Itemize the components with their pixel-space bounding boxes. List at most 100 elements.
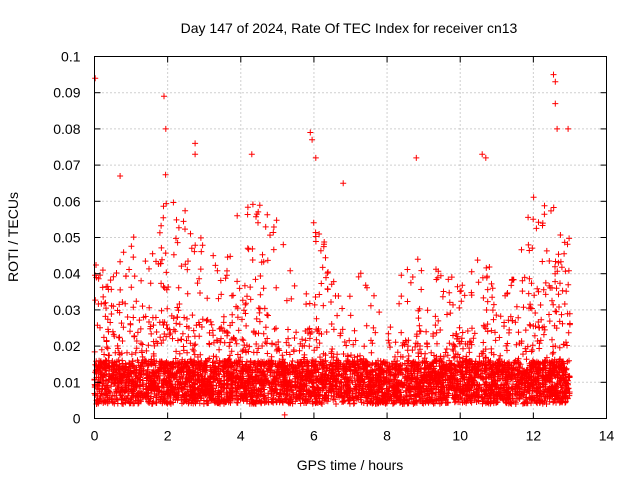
- data-point: [106, 360, 113, 367]
- data-point: [376, 309, 383, 316]
- data-point: [392, 353, 398, 360]
- data-point: [385, 387, 392, 394]
- data-point: [151, 342, 158, 349]
- data-point: [309, 383, 316, 390]
- data-point: [234, 386, 241, 393]
- data-point: [175, 307, 182, 314]
- data-point: [554, 390, 561, 396]
- data-point: [508, 282, 515, 289]
- data-point: [418, 267, 425, 274]
- data-point: [264, 350, 271, 357]
- data-point: [437, 272, 444, 279]
- data-point: [544, 393, 551, 400]
- data-point: [126, 399, 133, 406]
- data-point: [550, 204, 557, 211]
- data-point: [483, 354, 489, 361]
- data-point: [350, 341, 357, 348]
- data-point: [304, 387, 311, 394]
- data-point: [377, 366, 384, 373]
- data-point: [311, 347, 318, 354]
- data-point: [108, 311, 115, 317]
- data-point: [399, 354, 406, 360]
- data-point: [164, 384, 171, 391]
- data-point: [446, 340, 453, 347]
- data-point: [143, 383, 150, 390]
- data-point: [191, 351, 198, 358]
- data-point: [306, 391, 313, 398]
- data-point: [137, 398, 144, 405]
- data-point: [314, 376, 321, 383]
- data-point: [218, 291, 225, 298]
- data-point: [359, 376, 366, 383]
- data-point: [158, 222, 165, 229]
- data-point: [270, 229, 277, 236]
- data-point: [339, 305, 346, 312]
- data-point: [558, 311, 565, 318]
- data-point: [101, 351, 108, 358]
- data-point: [250, 349, 257, 356]
- data-point: [407, 392, 414, 399]
- data-point: [124, 372, 130, 379]
- data-point: [319, 264, 326, 271]
- data-point: [527, 301, 534, 308]
- data-point: [358, 369, 365, 376]
- data-point: [475, 385, 482, 392]
- data-point: [184, 315, 190, 322]
- data-point: [182, 207, 189, 214]
- data-point: [199, 242, 206, 249]
- data-point: [420, 382, 427, 389]
- data-point: [449, 383, 456, 390]
- data-point: [408, 395, 415, 402]
- data-point: [174, 384, 181, 391]
- data-point: [188, 391, 195, 398]
- data-point: [245, 348, 252, 355]
- data-point: [535, 380, 542, 387]
- data-point: [560, 365, 567, 372]
- data-point: [162, 250, 169, 257]
- data-point: [341, 339, 348, 345]
- data-point: [489, 285, 496, 292]
- data-point: [190, 347, 197, 354]
- data-point: [387, 376, 394, 383]
- data-point: [299, 363, 306, 370]
- data-point: [253, 394, 259, 401]
- data-point: [262, 223, 269, 230]
- data-point: [239, 336, 246, 343]
- data-point: [198, 395, 205, 402]
- data-point: [173, 320, 180, 327]
- data-point: [566, 321, 573, 328]
- data-point: [435, 396, 442, 403]
- data-point: [481, 368, 488, 375]
- data-point: [539, 380, 546, 387]
- data-point: [328, 369, 335, 376]
- data-point: [564, 342, 570, 349]
- data-point: [233, 340, 240, 347]
- data-point: [163, 269, 170, 276]
- data-point: [561, 341, 567, 348]
- data-point: [335, 293, 342, 299]
- data-point: [521, 389, 528, 396]
- data-point: [358, 394, 365, 401]
- data-point: [107, 319, 114, 326]
- data-point: [216, 346, 223, 353]
- data-point: [170, 199, 177, 206]
- data-point: [518, 376, 525, 383]
- data-point: [174, 314, 181, 321]
- data-point: [530, 323, 537, 329]
- data-point: [134, 357, 141, 364]
- data-point: [560, 393, 567, 399]
- data-point: [130, 254, 137, 261]
- data-point: [507, 373, 514, 380]
- data-point: [451, 353, 458, 360]
- data-point: [189, 312, 196, 319]
- data-point: [539, 222, 546, 229]
- data-point: [228, 348, 235, 355]
- data-point: [318, 359, 325, 365]
- data-point: [217, 277, 224, 284]
- data-point: [458, 395, 465, 402]
- data-point: [238, 377, 245, 383]
- data-point: [118, 397, 125, 403]
- data-point: [178, 263, 185, 270]
- data-point: [456, 340, 463, 347]
- data-point: [144, 371, 151, 378]
